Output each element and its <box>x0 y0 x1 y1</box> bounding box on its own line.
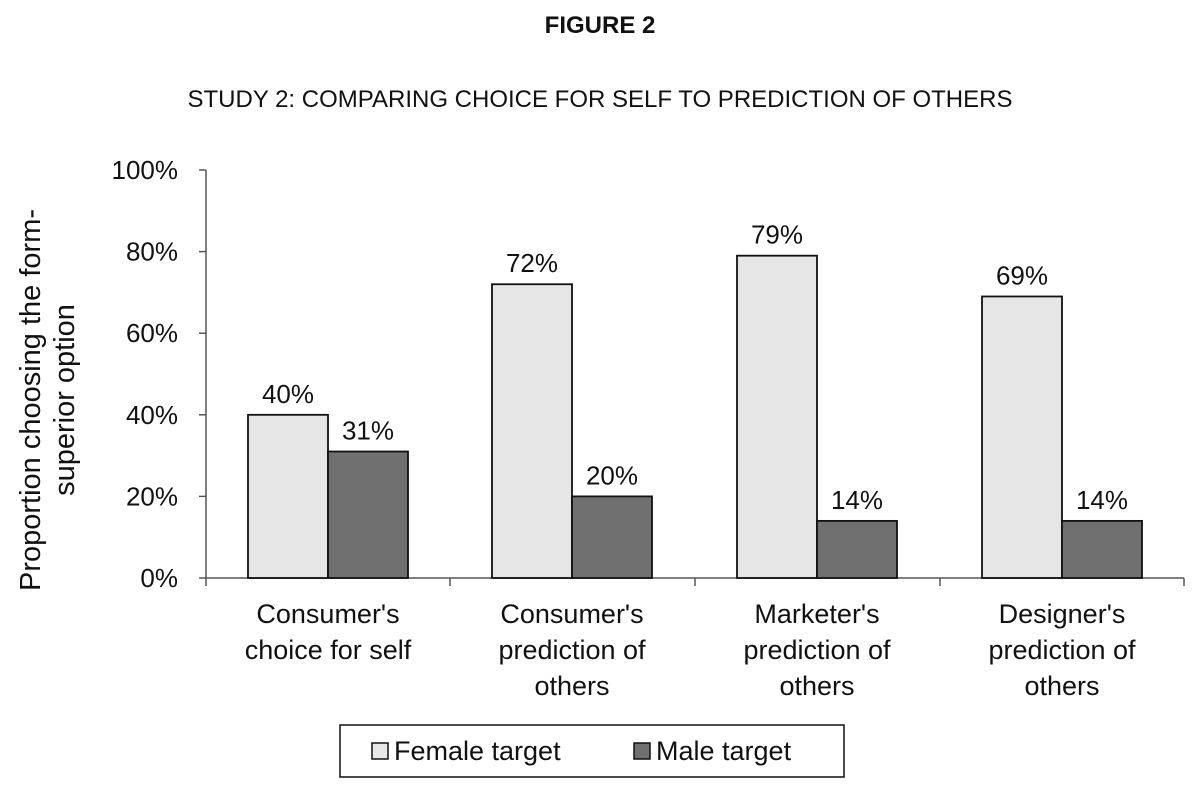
y-tick-label: 0% <box>140 563 178 593</box>
x-category-label: prediction of <box>988 635 1136 665</box>
bar-male-target <box>816 519 898 579</box>
bar-value-label: 14% <box>1076 485 1128 515</box>
bar-male-target <box>571 495 653 579</box>
x-category-label: others <box>779 671 854 701</box>
y-tick-label: 60% <box>126 318 178 348</box>
chart-title: STUDY 2: COMPARING CHOICE FOR SELF TO PR… <box>187 86 1013 113</box>
x-category-label: Consumer's <box>500 599 643 629</box>
y-axis-title: Proportion choosing the form- <box>15 209 47 591</box>
x-category-label: Marketer's <box>754 599 879 629</box>
y-tick-label: 100% <box>112 155 179 185</box>
figure-label: FIGURE 2 <box>544 12 656 39</box>
y-axis-title: superior option <box>49 304 81 496</box>
legend-box <box>339 724 845 778</box>
bar-female-target <box>247 413 329 579</box>
bar-male-target <box>1061 519 1143 579</box>
bar-male-target <box>327 450 409 579</box>
x-category-label: prediction of <box>743 635 891 665</box>
legend-swatch-male <box>633 742 651 760</box>
x-category-label: Consumer's <box>256 599 399 629</box>
x-category-label: choice for self <box>245 635 412 665</box>
x-category-label: prediction of <box>498 635 646 665</box>
bar-female-target <box>736 254 818 579</box>
bar-value-label: 31% <box>342 416 394 446</box>
legend-swatch-female <box>371 742 389 760</box>
legend-label: Female target <box>394 736 561 766</box>
x-category-label: Designer's <box>999 599 1126 629</box>
x-category-label: others <box>534 671 609 701</box>
y-tick-label: 80% <box>126 237 178 267</box>
bar-value-label: 79% <box>751 220 803 250</box>
y-tick-label: 20% <box>126 481 178 511</box>
bar-value-label: 72% <box>506 248 558 278</box>
y-tick-label: 40% <box>126 400 178 430</box>
x-category-label: others <box>1024 671 1099 701</box>
bar-value-label: 40% <box>262 379 314 409</box>
bar-value-label: 69% <box>996 260 1048 290</box>
bar-female-target <box>491 283 573 579</box>
bar-female-target <box>981 295 1063 579</box>
bar-value-label: 14% <box>831 485 883 515</box>
bar-value-label: 20% <box>586 460 638 490</box>
legend-label: Male target <box>656 736 792 766</box>
